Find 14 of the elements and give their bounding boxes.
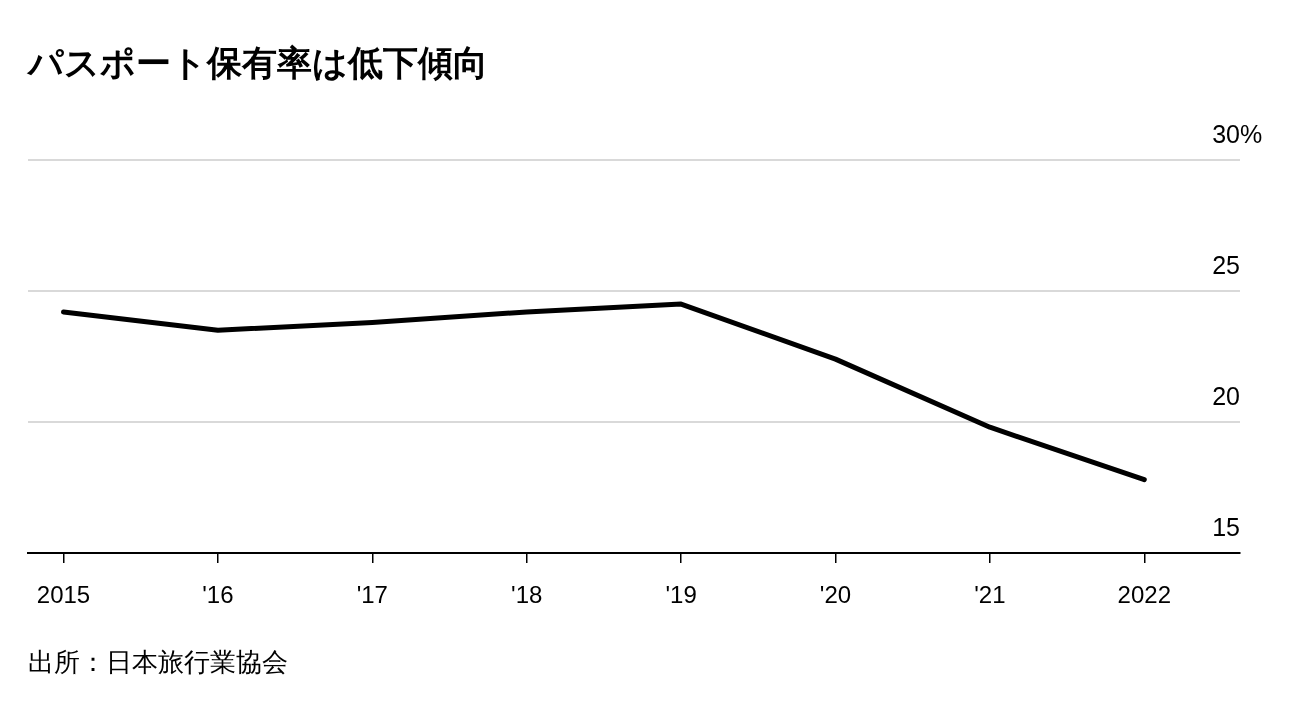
x-tick-label: '19: [665, 581, 697, 609]
x-tick-label: 2015: [36, 581, 91, 609]
x-tick-label: '16: [202, 581, 234, 609]
x-tick-label: '20: [819, 581, 852, 609]
chart-title: パスポート保有率は低下傾向: [28, 42, 488, 84]
y-tick-label: 20: [1212, 382, 1240, 410]
x-tick-label: 2022: [1117, 581, 1171, 609]
x-tick-label: '21: [974, 581, 1006, 609]
y-tick-label: 25: [1212, 251, 1240, 279]
y-tick-label: 30%: [1212, 120, 1263, 148]
y-tick-label: 15: [1212, 513, 1240, 541]
x-tick-label: '18: [511, 581, 543, 609]
x-tick-label: '17: [356, 581, 388, 609]
text: 出所：日本旅行業協会: [28, 646, 288, 679]
